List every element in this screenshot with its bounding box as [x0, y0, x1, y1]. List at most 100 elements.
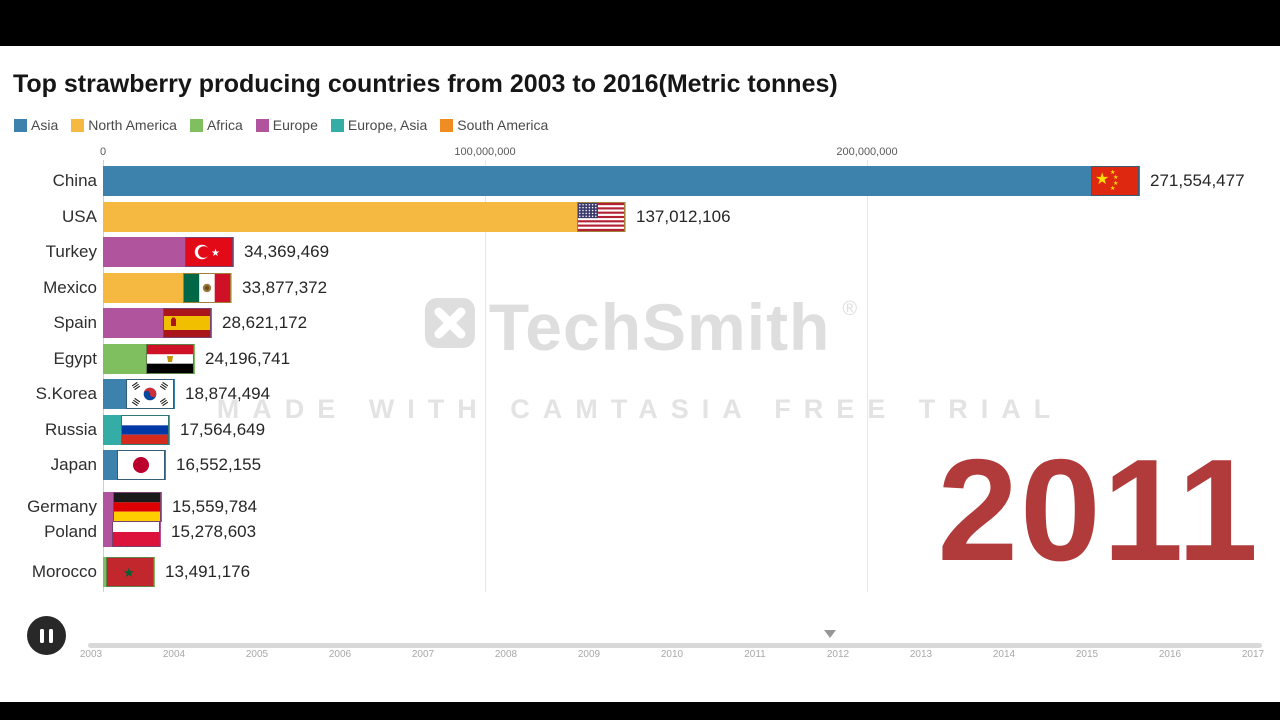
- flag-morocco-icon: ★: [107, 558, 153, 586]
- country-label-japan: Japan: [50, 455, 97, 474]
- value-label-turkey: 34,369,469: [244, 242, 330, 261]
- svg-text:★: ★: [1110, 185, 1115, 192]
- value-label-spain: 28,621,172: [222, 313, 308, 332]
- flag-south-korea-icon: [127, 380, 173, 408]
- country-label-china: China: [52, 171, 97, 190]
- value-label-s-korea: 18,874,494: [185, 384, 271, 403]
- timeline-year-2006: 2006: [328, 649, 352, 660]
- legend-swatch: [330, 118, 344, 132]
- flag-germany-icon: [114, 493, 160, 521]
- legend-swatch: [440, 118, 454, 132]
- legend-label: Europe: [272, 117, 318, 133]
- country-label-morocco: Morocco: [31, 562, 97, 581]
- svg-text:★: ★: [1110, 169, 1115, 176]
- legend-label: Africa: [206, 117, 243, 133]
- timeline-year-2003: 2003: [79, 649, 103, 660]
- gridline: [485, 160, 486, 592]
- country-label-egypt: Egypt: [53, 349, 97, 368]
- timeline-year-2016: 2016: [1158, 649, 1182, 660]
- country-label-usa: USA: [62, 207, 97, 226]
- svg-text:★: ★: [1113, 174, 1118, 181]
- bar-usa: [103, 202, 626, 232]
- chart-title: Top strawberry producing countries from …: [13, 70, 838, 98]
- letterbox-top: [0, 0, 1280, 46]
- svg-text:★: ★: [1095, 169, 1109, 188]
- gridline: [103, 160, 104, 592]
- year-label: 2011: [937, 429, 1260, 591]
- country-label-poland: Poland: [44, 522, 97, 541]
- country-label-mexico: Mexico: [43, 278, 97, 297]
- flag-russia-icon: [122, 416, 168, 444]
- value-label-mexico: 33,877,372: [242, 278, 328, 297]
- x-axis: 0 100,000,000 200,000,000: [0, 146, 1280, 160]
- legend-label: Europe, Asia: [347, 117, 428, 133]
- timeline-year-2007: 2007: [411, 649, 435, 660]
- value-label-germany: 15,559,784: [172, 497, 258, 516]
- timeline-year-2004: 2004: [162, 649, 186, 660]
- x-axis-tick: 100,000,000: [454, 146, 516, 158]
- timeline-year-2015: 2015: [1075, 649, 1099, 660]
- timeline-year-2014: 2014: [992, 649, 1016, 660]
- svg-text:★: ★: [123, 566, 135, 581]
- value-label-morocco: 13,491,176: [165, 562, 251, 581]
- techsmith-watermark: TechSmith ®: [423, 290, 858, 364]
- value-label-egypt: 24,196,741: [205, 349, 291, 368]
- country-label-spain: Spain: [53, 313, 97, 332]
- timeline-year-2010: 2010: [660, 649, 684, 660]
- timeline-handle[interactable]: [823, 630, 836, 638]
- gridline: [867, 160, 868, 592]
- legend-item-south-america: South America: [440, 117, 548, 133]
- legend-item-europe-asia: Europe, Asia: [330, 117, 428, 133]
- bar-china: [103, 166, 1140, 196]
- timeline-year-2013: 2013: [909, 649, 933, 660]
- pause-button[interactable]: [27, 616, 66, 655]
- pause-icon: [40, 628, 44, 643]
- legend-swatch: [14, 118, 27, 132]
- legend-item-north-america: North America: [71, 117, 177, 133]
- registered-mark: ®: [842, 298, 858, 320]
- value-label-usa: 137,012,106: [636, 207, 731, 226]
- legend-item-africa: Africa: [189, 117, 243, 133]
- legend-swatch: [255, 118, 269, 132]
- flag-poland-icon: [113, 518, 159, 546]
- legend-item-europe: Europe: [255, 117, 318, 133]
- timeline-year-2017: 2017: [1241, 649, 1265, 660]
- legend: Asia North America Africa Europe Europe, Asi…: [14, 117, 548, 133]
- legend-swatch: [189, 118, 203, 132]
- timeline-track[interactable]: [88, 643, 1262, 648]
- country-label-russia: Russia: [45, 420, 97, 439]
- x-axis-tick: 0: [99, 146, 107, 158]
- x-axis-tick: 200,000,000: [836, 146, 898, 158]
- timeline-year-2009: 2009: [577, 649, 601, 660]
- legend-label: North America: [88, 117, 177, 133]
- legend-label: South America: [457, 117, 549, 133]
- timeline-year-2011: 2011: [744, 649, 766, 660]
- flag-usa-icon: [578, 203, 624, 231]
- country-label-germany: Germany: [27, 497, 97, 516]
- camtasia-watermark-text: MADE WITH CAMTASIA FREE TRIAL: [216, 394, 1064, 424]
- legend-label: Asia: [31, 117, 59, 133]
- flag-spain-icon: [164, 309, 210, 337]
- value-label-russia: 17,564,649: [180, 420, 266, 439]
- value-label-poland: 15,278,603: [171, 522, 257, 541]
- watermark-brand-text: TechSmith: [488, 290, 831, 364]
- svg-text:★: ★: [211, 248, 220, 259]
- flag-egypt-icon: [147, 345, 193, 373]
- country-label-turkey: Turkey: [45, 242, 97, 261]
- pause-icon: [49, 628, 53, 643]
- legend-item-asia: Asia: [14, 117, 58, 133]
- country-label-s-korea: S.Korea: [35, 384, 97, 403]
- timeline-year-2008: 2008: [494, 649, 518, 660]
- timeline-year-2012: 2012: [826, 649, 850, 660]
- svg-text:★: ★: [1113, 180, 1118, 187]
- letterbox-bottom: [0, 702, 1280, 720]
- flag-turkey-icon: ★: [186, 238, 232, 266]
- flag-mexico-icon: [184, 274, 230, 302]
- techsmith-logo-icon: [423, 296, 477, 355]
- value-label-china: 271,554,477: [1150, 171, 1245, 190]
- value-label-japan: 16,552,155: [176, 455, 262, 474]
- timeline-year-2005: 2005: [245, 649, 269, 660]
- flag-china-icon: ★ ★ ★ ★ ★: [1092, 167, 1138, 195]
- flag-japan-icon: [118, 451, 164, 479]
